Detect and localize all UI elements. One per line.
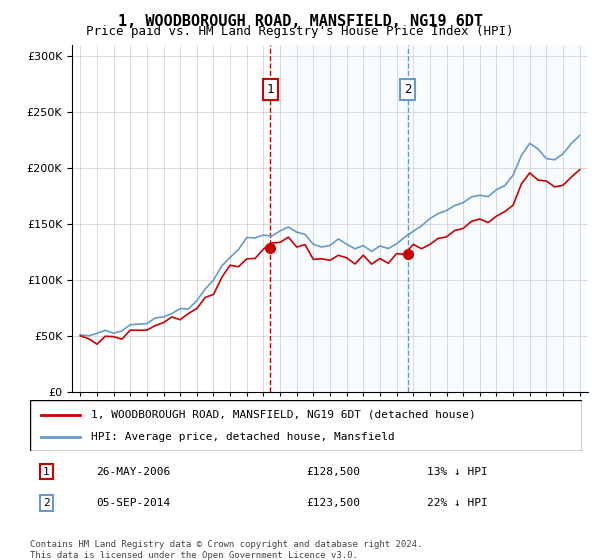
Text: 2: 2 <box>43 498 50 508</box>
FancyBboxPatch shape <box>30 400 582 451</box>
Text: 05-SEP-2014: 05-SEP-2014 <box>96 498 170 508</box>
Text: 1, WOODBOROUGH ROAD, MANSFIELD, NG19 6DT: 1, WOODBOROUGH ROAD, MANSFIELD, NG19 6DT <box>118 14 482 29</box>
Text: 22% ↓ HPI: 22% ↓ HPI <box>427 498 488 508</box>
Text: 13% ↓ HPI: 13% ↓ HPI <box>427 466 488 477</box>
Text: Price paid vs. HM Land Registry's House Price Index (HPI): Price paid vs. HM Land Registry's House … <box>86 25 514 38</box>
Text: £123,500: £123,500 <box>306 498 360 508</box>
Text: £128,500: £128,500 <box>306 466 360 477</box>
Text: 1, WOODBOROUGH ROAD, MANSFIELD, NG19 6DT (detached house): 1, WOODBOROUGH ROAD, MANSFIELD, NG19 6DT… <box>91 409 475 419</box>
Text: 1: 1 <box>266 83 274 96</box>
Text: 26-MAY-2006: 26-MAY-2006 <box>96 466 170 477</box>
Text: Contains HM Land Registry data © Crown copyright and database right 2024.
This d: Contains HM Land Registry data © Crown c… <box>30 540 422 560</box>
Text: 1: 1 <box>43 466 50 477</box>
Text: 2: 2 <box>404 83 412 96</box>
Text: HPI: Average price, detached house, Mansfield: HPI: Average price, detached house, Mans… <box>91 432 394 442</box>
Bar <box>408 45 584 392</box>
Bar <box>270 45 408 392</box>
